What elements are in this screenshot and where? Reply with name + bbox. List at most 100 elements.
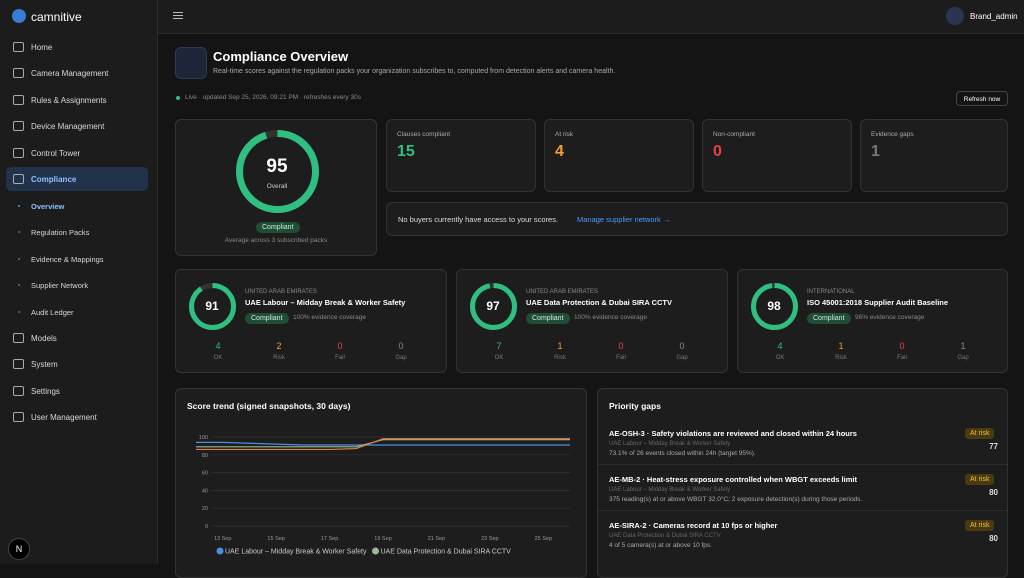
pack-card: 97 UNITED ARAB EMIRATES UAE Data Protectio… <box>456 269 728 373</box>
overall-note: Average across 3 subscribed packs <box>224 237 328 244</box>
ring-score: 97 <box>486 298 500 313</box>
nav-item[interactable]: Control Tower <box>31 148 81 158</box>
pack-count: 0 <box>899 341 905 351</box>
pack-count-label: Fail <box>616 355 626 361</box>
gap-pack: UAE Labour – Midday Break & Worker Safet… <box>609 487 731 493</box>
nav-icon <box>13 412 24 423</box>
menu-icon[interactable] <box>173 12 183 13</box>
y-tick-label: 20 <box>202 506 208 512</box>
pack-name: UAE Labour – Midday Break & Worker Safet… <box>245 298 406 307</box>
legend-swatch <box>216 547 224 555</box>
nav-item[interactable]: User Management <box>31 413 97 423</box>
pack-count-label: Risk <box>554 355 566 361</box>
user-avatar[interactable] <box>946 7 964 25</box>
nav-icon <box>13 147 24 158</box>
topbar: Brand_admin <box>158 0 1024 34</box>
refresh-button[interactable]: Refresh now <box>956 91 1008 106</box>
nav-icon <box>13 333 24 343</box>
overall-status: Compliant <box>256 222 300 233</box>
pack-status: Compliant <box>807 313 851 324</box>
stat-card: Evidence gaps 1 <box>860 119 1008 192</box>
line-chart: 0 20 40 60 80 100 13 Sep 15 Sep 17 Sep 19 Sep 21 S… <box>196 435 570 556</box>
subnav-item[interactable]: Audit Ledger <box>31 307 74 317</box>
x-tick-label: 25 Sep <box>535 536 552 542</box>
gap-detail: 4 of 5 camera(s) at or above 10 fps. <box>609 542 712 549</box>
nav-item[interactable]: Models <box>31 334 57 343</box>
banner-link[interactable]: Manage supplier network → <box>577 215 671 224</box>
subnav-item[interactable]: Regulation Packs <box>31 228 90 238</box>
pack-count: 4 <box>777 341 783 351</box>
stat-label: At risk <box>555 131 574 138</box>
overall-label: Overall <box>266 183 288 190</box>
pack-count: 2 <box>276 341 282 351</box>
pack-coverage: 96% evidence coverage <box>855 314 925 321</box>
gap-score: 80 <box>989 488 998 497</box>
pack-count-label: Gap <box>957 355 969 361</box>
nav-item[interactable]: Home <box>31 43 53 52</box>
nav-item[interactable]: Device Management <box>31 122 105 132</box>
stat-value: 1 <box>871 143 880 160</box>
pack-ring <box>750 282 798 330</box>
nav-dot <box>18 310 20 313</box>
pack-region: UNITED ARAB EMIRATES <box>526 289 598 295</box>
nav-icon <box>13 385 24 396</box>
gap-pack: UAE Labour – Midday Break & Worker Safet… <box>609 441 731 447</box>
pack-status: Compliant <box>526 313 570 324</box>
pack-count: 1 <box>960 341 966 351</box>
legend-label: UAE Labour – Midday Break & Worker Safet… <box>225 549 367 556</box>
brand: camnitive <box>31 10 82 24</box>
header-icon <box>175 47 207 79</box>
user-name[interactable]: Brand_admin <box>970 12 1018 21</box>
pack-count: 0 <box>679 341 685 351</box>
ring-progress <box>188 282 236 330</box>
nav-item[interactable]: Rules & Assignments <box>31 95 107 105</box>
pack-card: 91 UNITED ARAB EMIRATES UAE Labour – Midda… <box>175 269 447 373</box>
stat-value: 15 <box>397 143 415 160</box>
stat-value: 4 <box>555 143 564 160</box>
nav-item[interactable]: Settings <box>31 386 60 396</box>
x-tick-label: 21 Sep <box>428 536 445 542</box>
stat-label: Clauses compliant <box>397 131 451 138</box>
sidebar: camnitive Home Camera Management Rules & A… <box>0 0 158 564</box>
nav-item[interactable]: Camera Management <box>31 69 109 79</box>
gap-badge: At risk <box>965 474 995 485</box>
nav-icon <box>13 359 24 370</box>
pack-count: 0 <box>618 341 624 351</box>
y-tick-label: 80 <box>202 453 208 459</box>
overall-card: 95 Overall Compliant Average across 3 subsc… <box>175 119 377 256</box>
nav-dot <box>18 257 20 260</box>
live-status: Live · updated Sep 25, 2026, 09:21 PM · … <box>185 94 361 101</box>
pack-count-label: Fail <box>897 355 907 361</box>
gap-divider <box>598 510 1007 511</box>
x-tick-label: 15 Sep <box>267 536 284 542</box>
ring-progress <box>235 129 319 213</box>
y-tick-label: 100 <box>199 435 208 441</box>
avatar-badge[interactable]: N <box>8 538 30 560</box>
stat-card: Non-compliant 0 <box>702 119 852 192</box>
pack-count-label: Risk <box>273 355 285 361</box>
subnav-item[interactable]: Evidence & Mappings <box>31 254 104 264</box>
legend-swatch <box>372 547 379 555</box>
subnav-item[interactable]: Supplier Network <box>31 281 89 291</box>
nav-item[interactable]: System <box>31 360 58 370</box>
pack-count-label: Gap <box>395 355 407 361</box>
pack-count-label: Fail <box>335 355 345 361</box>
x-tick-label: 19 Sep <box>374 536 391 542</box>
pack-region: INTERNATIONAL <box>807 289 855 295</box>
pack-coverage: 100% evidence coverage <box>574 314 647 321</box>
gap-divider <box>598 464 1007 465</box>
nav-item[interactable]: Compliance <box>31 175 77 184</box>
nav-dot <box>18 284 20 287</box>
gaps-title: Priority gaps <box>609 401 661 411</box>
pack-count-label: OK <box>775 355 785 361</box>
nav-dot <box>18 205 20 207</box>
legend-label: UAE Data Protection & Dubai SIRA CCTV <box>381 549 512 556</box>
gap-title: AE-SIRA-2 · Cameras record at 10 fps or … <box>609 521 778 530</box>
pack-count-label: OK <box>213 355 223 361</box>
y-tick-label: 0 <box>205 524 208 530</box>
gap-badge: At risk <box>965 520 995 531</box>
subnav-item[interactable]: Overview <box>31 202 65 211</box>
y-tick-label: 60 <box>202 471 208 477</box>
pack-count-label: OK <box>494 355 504 361</box>
stat-card: Clauses compliant 15 <box>386 119 536 192</box>
